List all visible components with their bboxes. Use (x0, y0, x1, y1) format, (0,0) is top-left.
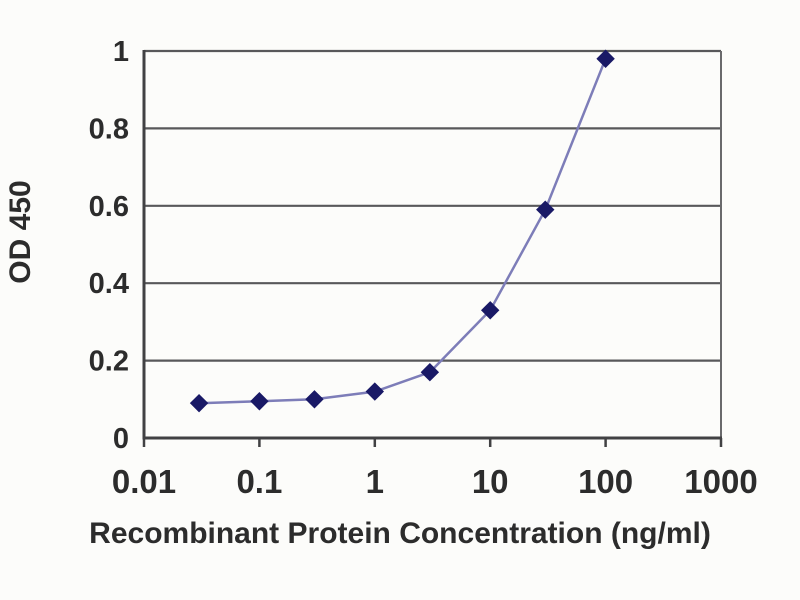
x-tick-label: 1 (366, 463, 384, 500)
data-point-marker (189, 393, 209, 413)
data-point-marker (365, 382, 385, 401)
series-line (199, 58, 607, 405)
x-tick-label: 0.01 (112, 463, 176, 500)
y-tick-label: 0.8 (89, 113, 129, 145)
x-tick-label: 10 (472, 463, 509, 500)
data-point-marker (596, 49, 615, 68)
y-tick-label: 1 (113, 36, 129, 68)
data-point-marker (480, 301, 500, 320)
data-point-marker (250, 392, 269, 411)
y-tick-label: 0.6 (89, 191, 129, 223)
data-point-marker (305, 390, 324, 409)
x-tick-label: 0.1 (236, 463, 282, 500)
data-point-marker (536, 200, 555, 219)
y-tick-label: 0.4 (89, 268, 129, 300)
data-point-marker (420, 363, 440, 382)
y-tick-label: 0.2 (89, 346, 129, 378)
x-tick-label: 1000 (684, 463, 757, 500)
x-tick-label: 100 (578, 463, 633, 500)
y-axis-title: OD 450 (4, 180, 37, 284)
y-tick-label: 0 (113, 423, 129, 455)
x-axis-title: Recombinant Protein Concentration (ng/ml… (89, 517, 711, 550)
